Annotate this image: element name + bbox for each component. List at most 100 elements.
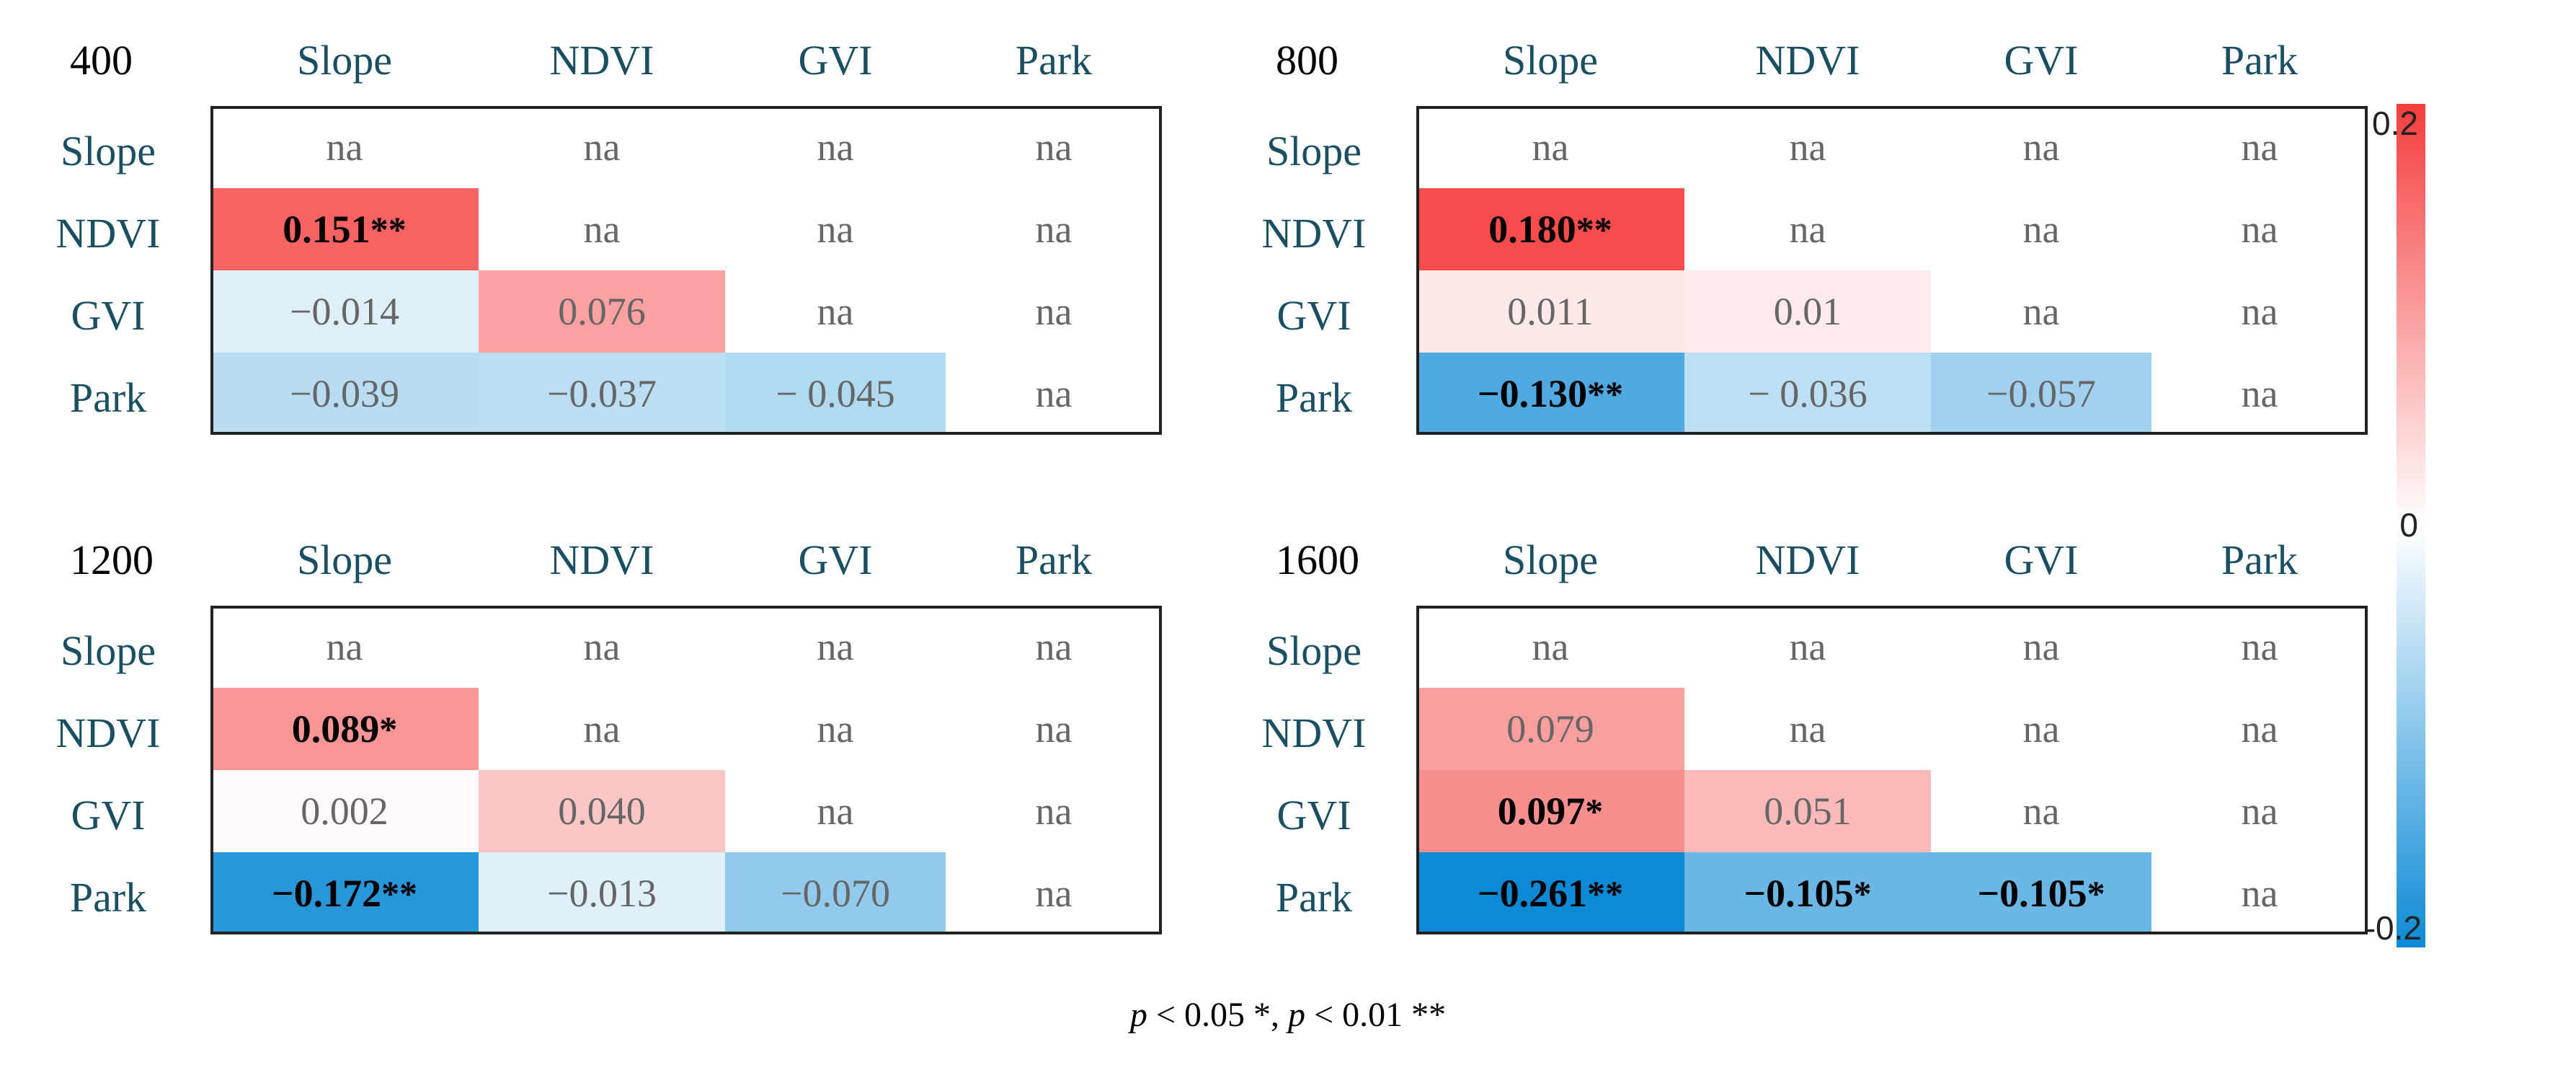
heatmap-cell: na bbox=[1035, 790, 1072, 833]
column-header-ndvi: NDVI bbox=[1755, 37, 1860, 84]
significance-stars: * bbox=[1585, 791, 1604, 831]
row-header-ndvi: NDVI bbox=[1261, 709, 1367, 756]
row-header-park: Park bbox=[69, 874, 147, 921]
column-header-slope: Slope bbox=[1502, 536, 1599, 583]
panel-label: 800 bbox=[1276, 37, 1338, 84]
significance-stars: ** bbox=[1576, 209, 1612, 249]
column-header-park: Park bbox=[1015, 536, 1093, 583]
heatmap-cell: −0.039 bbox=[213, 353, 479, 432]
row-header-park: Park bbox=[1275, 374, 1353, 421]
column-header-ndvi: NDVI bbox=[549, 536, 654, 583]
heatmap-cell: na bbox=[583, 625, 621, 668]
heatmap-cell: na bbox=[326, 125, 363, 169]
significance-stars: * bbox=[1853, 873, 1872, 914]
column-header-gvi: GVI bbox=[798, 536, 873, 583]
heatmap-cell: na bbox=[2241, 372, 2278, 415]
footnote-p2: p bbox=[1288, 996, 1305, 1034]
heatmap-cell: −0.261 ** bbox=[1419, 852, 1684, 932]
column-header-park: Park bbox=[2221, 536, 2299, 583]
heatmap-cell: na bbox=[817, 707, 854, 751]
heatmap-cell: 0.051 bbox=[1684, 770, 1931, 852]
heatmap-cell: na bbox=[2241, 208, 2278, 251]
heatmap-cell: 0.089 * bbox=[213, 688, 479, 770]
row-header-gvi: GVI bbox=[71, 792, 146, 839]
row-header-gvi: GVI bbox=[71, 292, 146, 339]
heatmap-cell: na bbox=[1035, 872, 1072, 915]
heatmap-cell: na bbox=[2241, 707, 2278, 751]
column-header-ndvi: NDVI bbox=[549, 37, 654, 84]
heatmap-grid: na na na na 0.180 ** na na na 0.011 0.01 na na −0.130… bbox=[1416, 106, 2368, 435]
heatmap-cell: na bbox=[2241, 872, 2278, 915]
heatmap-grid: na na na na 0.151 ** na na na −0.014 0.076 na na −0.0… bbox=[210, 106, 1162, 435]
heatmap-cell: na bbox=[1035, 290, 1072, 333]
heatmap-cell: na bbox=[583, 208, 621, 251]
heatmap-cell: na bbox=[1532, 625, 1569, 668]
column-header-park: Park bbox=[2221, 37, 2299, 84]
heatmap-cell: na bbox=[2022, 790, 2060, 833]
row-header-ndvi: NDVI bbox=[55, 709, 161, 756]
heatmap-cell: na bbox=[2241, 790, 2278, 833]
significance-stars: ** bbox=[1587, 873, 1624, 914]
footnote-text1: < 0.05 *, bbox=[1147, 996, 1288, 1034]
heatmap-cell: na bbox=[1035, 707, 1072, 751]
panel-label: 1200 bbox=[70, 536, 154, 583]
heatmap-cell: na bbox=[1532, 125, 1569, 169]
heatmap-cell: na bbox=[2241, 625, 2278, 668]
row-header-ndvi: NDVI bbox=[1261, 210, 1367, 257]
significance-stars: ** bbox=[381, 873, 418, 914]
heatmap-cell: na bbox=[2241, 125, 2278, 169]
heatmap-cell: 0.097 * bbox=[1419, 770, 1684, 852]
legend-tick-max: 0.2 bbox=[2372, 105, 2418, 142]
heatmap-cell: −0.172 ** bbox=[213, 852, 479, 932]
heatmap-cell: − 0.036 bbox=[1684, 353, 1931, 432]
heatmap-cell: −0.070 bbox=[725, 852, 946, 932]
heatmap-cell: na bbox=[2022, 707, 2060, 751]
column-header-park: Park bbox=[1015, 37, 1093, 84]
heatmap-cell: na bbox=[2241, 290, 2278, 333]
heatmap-cell: na bbox=[326, 625, 363, 668]
heatmap-cell: −0.105 * bbox=[1684, 852, 1931, 932]
row-header-gvi: GVI bbox=[1276, 292, 1351, 339]
row-header-slope: Slope bbox=[1266, 128, 1362, 174]
row-header-park: Park bbox=[1275, 874, 1353, 921]
footnote-p1: p bbox=[1129, 996, 1147, 1034]
heatmap-cell: −0.105 * bbox=[1931, 852, 2151, 932]
heatmap-cell: na bbox=[2022, 208, 2060, 251]
panel-label: 400 bbox=[70, 37, 133, 84]
significance-stars: ** bbox=[370, 209, 407, 249]
heatmap-cell: na bbox=[1035, 625, 1072, 668]
heatmap-cell: 0.002 bbox=[213, 770, 479, 852]
row-header-slope: Slope bbox=[60, 627, 156, 674]
row-header-slope: Slope bbox=[60, 128, 156, 174]
heatmap-cell: −0.057 bbox=[1931, 353, 2151, 432]
significance-stars: ** bbox=[1587, 373, 1624, 414]
heatmap-cell: 0.040 bbox=[479, 770, 725, 852]
heatmap-cell: na bbox=[1035, 208, 1072, 251]
significance-stars: * bbox=[2087, 873, 2105, 914]
heatmap-cell: 0.079 bbox=[1419, 688, 1684, 770]
heatmap-grid: na na na na 0.079 na na na 0.097 * 0.051 na na −0.261… bbox=[1416, 606, 2368, 934]
heatmap-cell: na bbox=[817, 125, 854, 169]
heatmap-cell: na bbox=[2022, 290, 2060, 333]
heatmap-cell: na bbox=[1789, 625, 1826, 668]
row-header-gvi: GVI bbox=[1276, 792, 1351, 839]
heatmap-cell: na bbox=[583, 125, 621, 169]
heatmap-cell: −0.130 ** bbox=[1419, 353, 1684, 432]
column-header-slope: Slope bbox=[1502, 37, 1599, 84]
column-header-slope: Slope bbox=[296, 37, 393, 84]
column-header-slope: Slope bbox=[296, 536, 393, 583]
heatmap-cell: na bbox=[583, 707, 621, 751]
heatmap-cell: −0.014 bbox=[213, 270, 479, 353]
heatmap-cell: na bbox=[817, 625, 854, 668]
row-header-ndvi: NDVI bbox=[55, 210, 161, 257]
heatmap-cell: 0.01 bbox=[1684, 270, 1931, 353]
significance-stars: * bbox=[379, 709, 398, 749]
heatmap-cell: na bbox=[817, 208, 854, 251]
column-header-ndvi: NDVI bbox=[1755, 536, 1860, 583]
row-header-park: Park bbox=[69, 374, 147, 421]
heatmap-cell: na bbox=[1035, 125, 1072, 169]
footnote-text2: < 0.01 ** bbox=[1305, 996, 1447, 1034]
heatmap-cell: na bbox=[817, 290, 854, 333]
heatmap-cell: − 0.045 bbox=[725, 353, 946, 432]
heatmap-cell: na bbox=[1789, 707, 1826, 751]
